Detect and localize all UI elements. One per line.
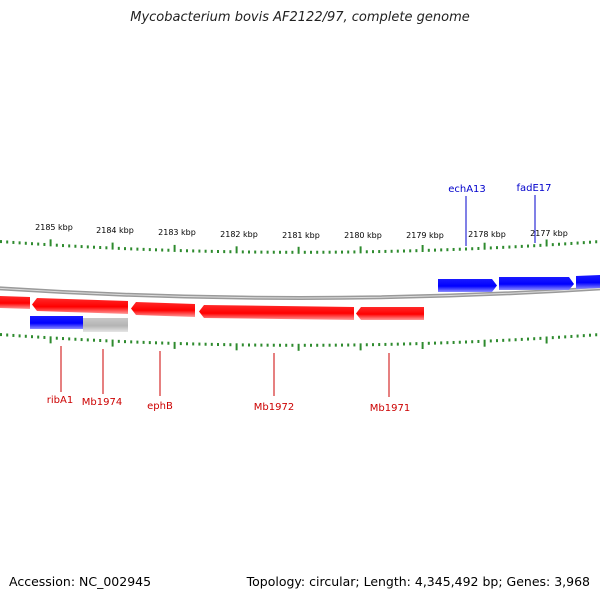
tick-row-top — [0, 239, 598, 254]
genome-stats-text: Topology: circular; Length: 4,345,492 bp… — [246, 574, 590, 589]
gene-Mb1974[interactable] — [32, 298, 128, 314]
gene-label-Mb1971[interactable]: Mb1971 — [370, 403, 410, 414]
scale-label: 2182 kbp — [220, 230, 258, 239]
gene-label-ephB[interactable]: ephB — [147, 401, 173, 412]
gene-pseudo-segment[interactable] — [83, 318, 128, 332]
gene-label-ribA1[interactable]: ribA1 — [47, 395, 73, 406]
gene-echA13[interactable] — [438, 279, 497, 292]
scale-label: 2179 kbp — [406, 231, 444, 240]
scale-label: 2184 kbp — [96, 226, 134, 235]
gene-reverse-edge[interactable] — [0, 296, 30, 309]
gene-label-Mb1972[interactable]: Mb1972 — [254, 402, 294, 413]
tick-row-bottom — [0, 333, 598, 351]
gene-label-echA13[interactable]: echA13 — [448, 184, 486, 195]
scale-label: 2180 kbp — [344, 231, 382, 240]
gene-label-Mb1974[interactable]: Mb1974 — [82, 397, 122, 408]
gene-fadE17[interactable] — [499, 277, 574, 290]
scale-label: 2185 kbp — [35, 223, 73, 232]
map-title: Mycobacterium bovis AF2122/97, complete … — [130, 10, 470, 25]
scale-label: 2177 kbp — [530, 229, 568, 238]
backbone-inner — [0, 287, 600, 299]
gene-ribA1[interactable] — [30, 316, 83, 329]
scale-label: 2183 kbp — [158, 228, 196, 237]
gene-forward-edge[interactable] — [576, 275, 600, 289]
scale-label: 2178 kbp — [468, 230, 506, 239]
gene-ephB[interactable] — [131, 302, 195, 317]
gene-label-fadE17[interactable]: fadE17 — [516, 183, 551, 194]
gene-Mb1972[interactable] — [199, 305, 354, 320]
gene-Mb1971[interactable] — [356, 307, 424, 320]
accession-text: Accession: NC_002945 — [9, 574, 152, 589]
scale-label: 2181 kbp — [282, 231, 320, 240]
